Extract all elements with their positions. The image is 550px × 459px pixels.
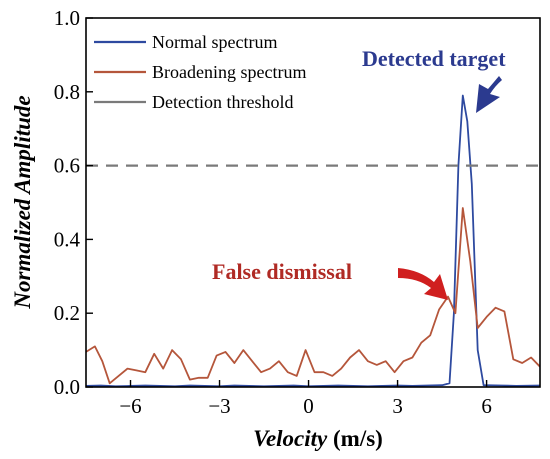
legend: Normal spectrum Broadening spectrum Dete… bbox=[94, 32, 306, 112]
legend-label-normal: Normal spectrum bbox=[152, 32, 277, 52]
annotation-detected-arrow bbox=[476, 76, 502, 113]
x-axis-title: Velocity (m/s) bbox=[253, 426, 383, 451]
plot-frame bbox=[85, 17, 541, 388]
y-tick-label: 0.4 bbox=[54, 227, 81, 251]
y-tick-label: 0.8 bbox=[54, 80, 80, 104]
annotation-detected-target: Detected target bbox=[362, 46, 506, 71]
series-normal-spectrum bbox=[86, 94, 540, 387]
y-tick-label: 0.6 bbox=[54, 154, 80, 178]
x-axis-title-unit: (m/s) bbox=[327, 426, 383, 451]
annotation-false-dismissal: False dismissal bbox=[212, 259, 352, 284]
x-axis-title-main: Velocity bbox=[253, 426, 328, 451]
x-tick-label: 3 bbox=[392, 394, 403, 418]
y-tick-label: 0.0 bbox=[54, 375, 80, 399]
x-tick-label: 6 bbox=[481, 394, 492, 418]
y-tick-label: 1.0 bbox=[54, 6, 80, 30]
legend-label-broadening: Broadening spectrum bbox=[152, 62, 306, 82]
x-tick-label: 0 bbox=[303, 394, 314, 418]
y-tick-label: 0.2 bbox=[54, 301, 80, 325]
series-broadening-spectrum bbox=[86, 207, 540, 385]
x-tick-label: −6 bbox=[119, 394, 141, 418]
annotation-false-arrow bbox=[398, 268, 448, 300]
y-axis-title: Normalized Amplitude bbox=[10, 95, 35, 309]
legend-label-threshold: Detection threshold bbox=[152, 92, 293, 112]
x-tick-label: −3 bbox=[208, 394, 230, 418]
